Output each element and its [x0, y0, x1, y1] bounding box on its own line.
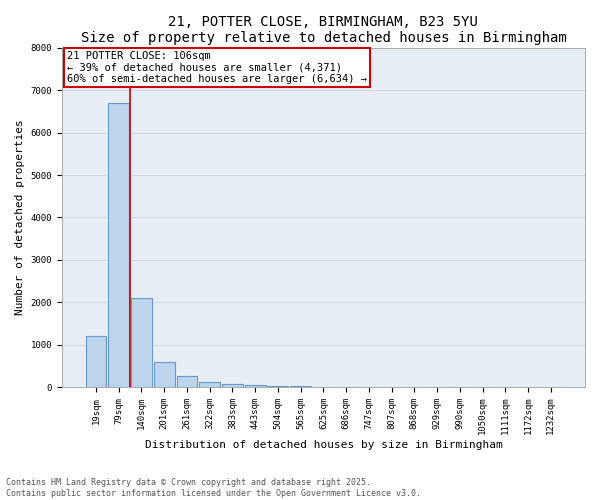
Bar	[154, 362, 175, 387]
Bar	[199, 382, 220, 387]
Bar	[176, 376, 197, 387]
Text: Contains HM Land Registry data © Crown copyright and database right 2025.
Contai: Contains HM Land Registry data © Crown c…	[6, 478, 421, 498]
Bar	[108, 103, 129, 387]
Bar	[268, 386, 289, 387]
Bar	[131, 298, 152, 387]
Bar	[290, 386, 311, 387]
Y-axis label: Number of detached properties: Number of detached properties	[15, 120, 25, 316]
Bar	[222, 384, 243, 387]
X-axis label: Distribution of detached houses by size in Birmingham: Distribution of detached houses by size …	[145, 440, 502, 450]
Bar	[86, 336, 106, 387]
Title: 21, POTTER CLOSE, BIRMINGHAM, B23 5YU
Size of property relative to detached hous: 21, POTTER CLOSE, BIRMINGHAM, B23 5YU Si…	[80, 15, 566, 45]
Text: 21 POTTER CLOSE: 106sqm
← 39% of detached houses are smaller (4,371)
60% of semi: 21 POTTER CLOSE: 106sqm ← 39% of detache…	[67, 51, 367, 84]
Bar	[245, 386, 266, 387]
